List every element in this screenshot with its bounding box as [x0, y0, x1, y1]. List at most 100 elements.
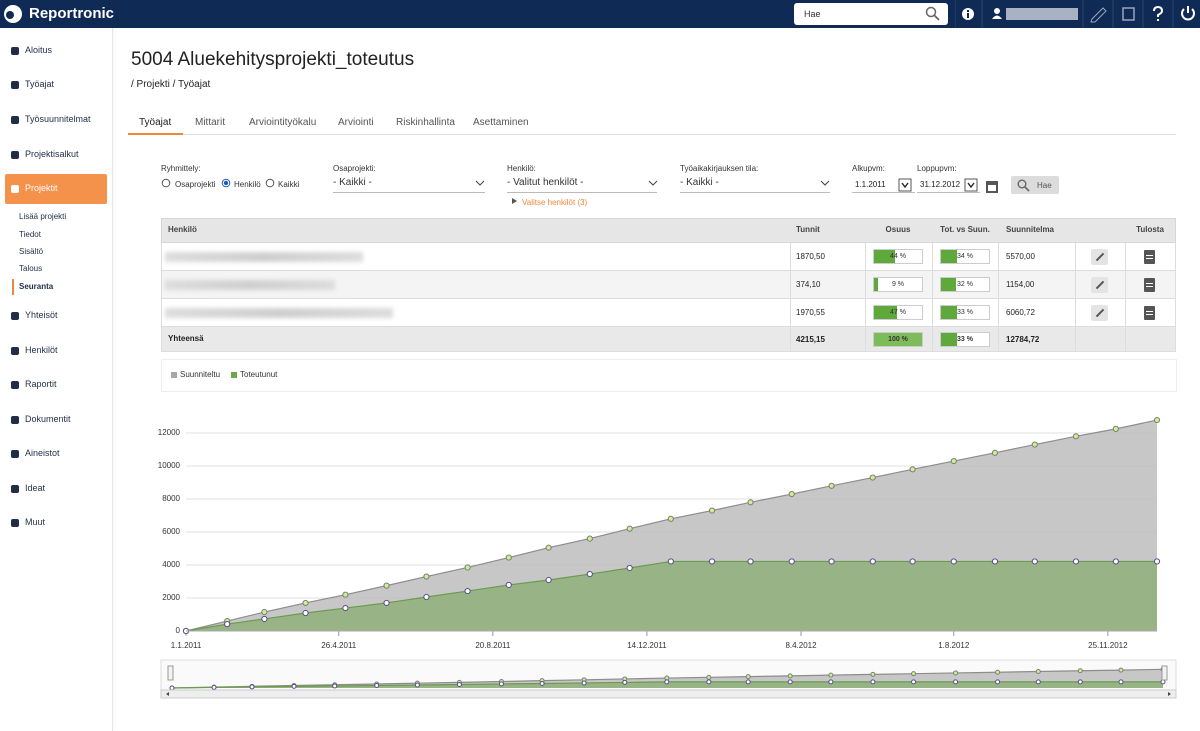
- breadcrumb[interactable]: / Projekti / Työajat: [131, 79, 211, 90]
- progress-box: [873, 277, 923, 292]
- point: [953, 679, 959, 685]
- menu-item[interactable]: Aineistot: [25, 448, 60, 458]
- search-box[interactable]: [794, 3, 948, 25]
- point: [909, 558, 916, 565]
- submenu-item[interactable]: Lisää projekti: [19, 212, 67, 221]
- print-button[interactable]: [1144, 250, 1155, 264]
- filter-label: Alkupvm:: [852, 164, 885, 173]
- point: [911, 679, 917, 685]
- point: [249, 684, 255, 690]
- legend-label[interactable]: Toteutunut: [240, 370, 278, 379]
- chart: 0 2000 4000 6000 8000 10000 12000 1.1.2011 26.4.…: [158, 416, 1177, 699]
- tab[interactable]: Riskinhallinta: [396, 117, 455, 128]
- total-label: Yhteensä: [168, 334, 204, 343]
- column-divider: [790, 243, 791, 271]
- menu-item[interactable]: Projektit: [25, 183, 58, 193]
- menu-icon: [11, 485, 19, 493]
- menu-item[interactable]: Työajat: [25, 79, 55, 89]
- submenu-item[interactable]: Tiedot: [19, 230, 41, 239]
- edit-icon[interactable]: [1090, 7, 1107, 23]
- menu-item[interactable]: Raportit: [25, 379, 57, 389]
- tab[interactable]: Arviointi: [338, 117, 374, 128]
- x-tick-label: 26.4.2011: [321, 641, 357, 650]
- menu-item[interactable]: Projektisalkut: [25, 149, 79, 159]
- point: [1153, 558, 1161, 565]
- logo-icon: [4, 5, 22, 23]
- point: [302, 609, 309, 617]
- menu-item[interactable]: Muut: [25, 517, 46, 527]
- save-icon[interactable]: [1122, 7, 1135, 21]
- column-divider: [1075, 243, 1076, 271]
- point: [498, 681, 504, 687]
- select-persons-link[interactable]: Valitse henkilöt (3): [522, 198, 588, 207]
- help-icon[interactable]: [1153, 5, 1164, 21]
- menu-item[interactable]: Ideat: [25, 483, 46, 493]
- point: [1035, 679, 1041, 685]
- start-date[interactable]: 1.1.2011: [852, 178, 915, 193]
- radio-label[interactable]: Kaikki: [278, 180, 300, 189]
- point: [991, 449, 999, 456]
- point: [667, 515, 674, 522]
- subproject-select[interactable]: - Kaikki -: [333, 177, 485, 193]
- person-name-blurred: [165, 280, 335, 290]
- logout-icon[interactable]: [1181, 8, 1195, 21]
- top-bar: [0, 0, 1200, 28]
- radio[interactable]: [161, 178, 171, 188]
- legend-label[interactable]: Suunniteltu: [180, 370, 221, 379]
- y-tick-label: 8000: [162, 494, 180, 503]
- print-glyph: [1146, 255, 1153, 256]
- submenu-item[interactable]: Talous: [19, 264, 43, 273]
- radio[interactable]: [265, 178, 275, 188]
- point: [747, 499, 754, 506]
- menu-item[interactable]: Henkilöt: [25, 345, 58, 355]
- point: [1112, 425, 1119, 432]
- user-icon[interactable]: [994, 8, 1000, 14]
- x-tick-label: 1.1.2011: [171, 641, 202, 650]
- status-select[interactable]: - Kaikki -: [680, 177, 830, 193]
- point: [423, 573, 430, 580]
- point: [211, 684, 217, 690]
- menu-item[interactable]: Aloitus: [25, 45, 53, 55]
- point: [342, 591, 349, 598]
- column-divider: [1125, 299, 1126, 327]
- date-controls[interactable]: [898, 178, 1002, 194]
- search-icon[interactable]: [925, 6, 941, 22]
- tab[interactable]: Asettaminen: [473, 117, 529, 128]
- print-button[interactable]: [1144, 278, 1155, 292]
- navigator-handle: [167, 665, 174, 681]
- ratio-label: 33 %: [957, 309, 973, 316]
- tab[interactable]: Mittarit: [195, 117, 225, 128]
- end-date[interactable]: 31.12.2012: [917, 178, 980, 193]
- print-button[interactable]: [1144, 306, 1155, 320]
- y-tick-label: 2000: [162, 593, 180, 602]
- menu-item[interactable]: Yhteisöt: [25, 310, 58, 320]
- plan-cell: 5570,00: [1006, 252, 1035, 261]
- menu-icon: [11, 151, 19, 159]
- point: [745, 674, 751, 680]
- point: [464, 587, 471, 595]
- tab[interactable]: Työajat: [139, 117, 172, 128]
- radio-label[interactable]: Henkilö: [234, 180, 261, 189]
- person-select[interactable]: - Valitut henkilöt -: [507, 177, 657, 193]
- filter-label: Ryhmittely:: [161, 164, 201, 173]
- menu-item[interactable]: Työsuunnitelmat: [25, 114, 91, 124]
- share-label: 100 %: [888, 335, 908, 343]
- point: [374, 683, 380, 689]
- select-value: - Valitut henkilöt -: [507, 177, 584, 188]
- x-tick-label: 14.12.2011: [627, 641, 667, 650]
- logo[interactable]: Reportronic: [29, 5, 115, 22]
- hours-cell: 4215,15: [796, 334, 825, 344]
- menu-item[interactable]: Dokumentit: [25, 414, 71, 424]
- column-divider: [790, 299, 791, 327]
- radio-checked[interactable]: [221, 178, 231, 188]
- y-tick-label: 6000: [162, 527, 180, 536]
- radio-label[interactable]: Osaprojekti: [175, 180, 216, 189]
- plan-cell: 1154,00: [1006, 280, 1035, 289]
- point: [870, 679, 876, 685]
- point: [1031, 441, 1038, 448]
- submenu-item[interactable]: Sisältö: [19, 247, 44, 256]
- submenu-item[interactable]: Seuranta: [19, 282, 54, 291]
- tab[interactable]: Arviointityökalu: [249, 117, 317, 128]
- point: [950, 558, 957, 565]
